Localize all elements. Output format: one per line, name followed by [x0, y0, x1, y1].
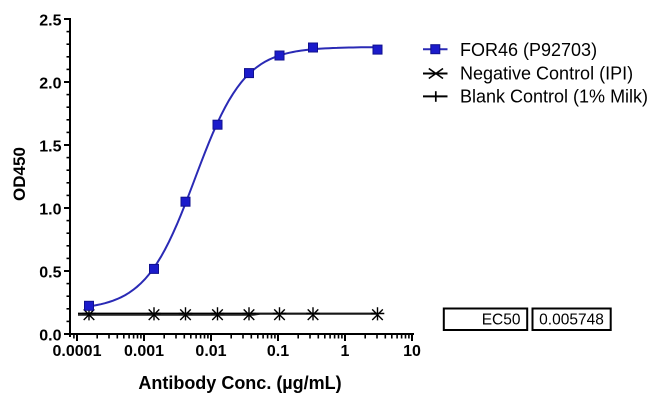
svg-text:Antibody Conc. (µg/mL): Antibody Conc. (µg/mL) — [138, 373, 341, 393]
svg-text:0.005748: 0.005748 — [539, 311, 604, 328]
svg-text:0.0001: 0.0001 — [53, 343, 102, 360]
svg-text:2.5: 2.5 — [39, 12, 61, 29]
svg-text:0.5: 0.5 — [39, 264, 61, 281]
svg-text:1: 1 — [341, 343, 350, 360]
svg-text:Negative Control (IPI): Negative Control (IPI) — [460, 64, 633, 84]
svg-text:0.01: 0.01 — [195, 343, 226, 360]
svg-text:2.0: 2.0 — [39, 75, 61, 92]
svg-text:0.001: 0.001 — [124, 343, 164, 360]
svg-text:1.0: 1.0 — [39, 201, 61, 218]
svg-text:EC50: EC50 — [482, 311, 521, 328]
svg-text:FOR46 (P92703): FOR46 (P92703) — [460, 40, 597, 60]
svg-text:OD450: OD450 — [10, 147, 29, 201]
svg-text:10: 10 — [403, 343, 421, 360]
svg-text:0.1: 0.1 — [267, 343, 289, 360]
svg-text:Blank Control (1% Milk): Blank Control (1% Milk) — [460, 86, 648, 106]
svg-text:0.0: 0.0 — [39, 327, 61, 344]
svg-text:1.5: 1.5 — [39, 138, 61, 155]
